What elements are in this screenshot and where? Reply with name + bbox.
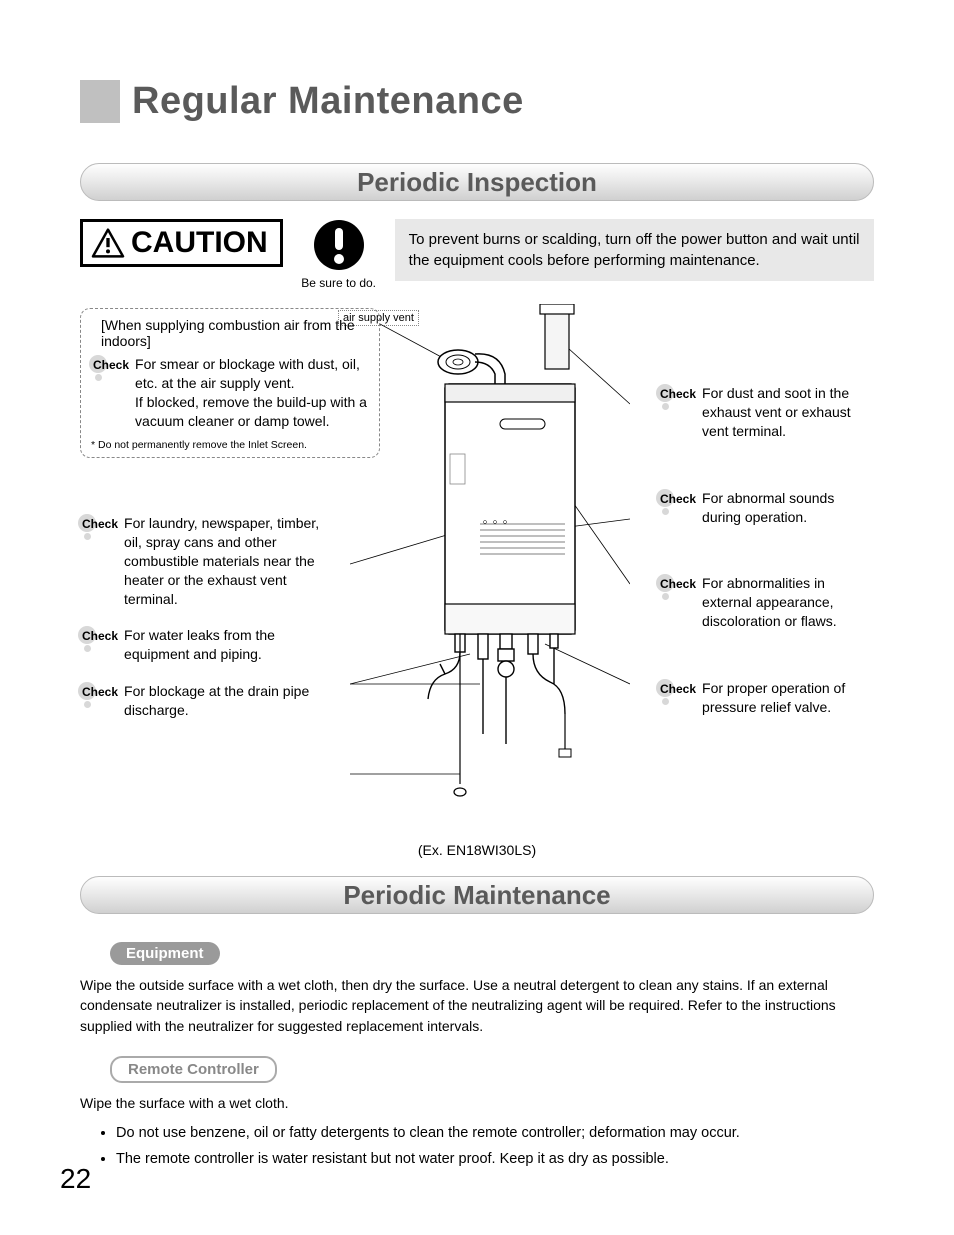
- bullet-item: The remote controller is water resistant…: [116, 1149, 874, 1171]
- caution-text: To prevent burns or scalding, turn off t…: [395, 219, 874, 281]
- air-supply-vent-icon: [438, 350, 505, 384]
- be-sure-label: Be sure to do.: [299, 276, 379, 290]
- check-text: For proper operation of pressure relief …: [702, 679, 874, 717]
- caution-row: CAUTION Be sure to do. To prevent burns …: [80, 219, 874, 290]
- right-checks-column: Check For dust and soot in the exhaust v…: [658, 384, 874, 765]
- page-title: Regular Maintenance: [120, 80, 524, 123]
- model-caption: (Ex. EN18WI30LS): [80, 842, 874, 858]
- check-badge: Check: [658, 491, 698, 507]
- check-item-water-leaks: Check For water leaks from the equipment…: [80, 626, 326, 664]
- check-badge: Check: [80, 628, 120, 644]
- check-text: For blockage at the drain pipe discharge…: [124, 682, 326, 720]
- check-badge: Check: [80, 684, 120, 700]
- water-heater-illustration: [350, 304, 630, 844]
- section-header-label: Periodic Maintenance: [343, 880, 610, 911]
- check-text: For dust and soot in the exhaust vent or…: [702, 384, 874, 441]
- indoor-intro: [When supplying combustion air from the …: [101, 317, 369, 349]
- equipment-pill: Equipment: [110, 942, 220, 965]
- check-item-dust-soot: Check For dust and soot in the exhaust v…: [658, 384, 874, 441]
- remote-bullets: Do not use benzene, oil or fatty deterge…: [116, 1123, 874, 1171]
- page: Regular Maintenance Periodic Inspection …: [0, 0, 954, 1235]
- section-header-inspection: Periodic Inspection: [80, 163, 874, 201]
- remote-text: Wipe the surface with a wet cloth.: [80, 1093, 874, 1113]
- check-item-appearance: Check For abnormalities in external appe…: [658, 574, 874, 631]
- section-header-label: Periodic Inspection: [357, 167, 597, 198]
- check-badge: Check: [658, 681, 698, 697]
- check-text: For abnormal sounds during operation.: [702, 489, 874, 527]
- check-badge: Check: [80, 516, 120, 532]
- exclamation-circle-icon: [313, 219, 365, 271]
- left-checks-column: Check For laundry, newspaper, timber, oi…: [80, 514, 326, 738]
- equipment-text: Wipe the outside surface with a wet clot…: [80, 975, 874, 1036]
- check-item-combustibles: Check For laundry, newspaper, timber, oi…: [80, 514, 326, 608]
- check-badge: Check: [658, 576, 698, 592]
- check-badge: Check: [658, 386, 698, 402]
- check-text: For laundry, newspaper, timber, oil, spr…: [124, 514, 326, 608]
- check-item-abnormal-sounds: Check For abnormal sounds during operati…: [658, 489, 874, 527]
- section-header-maintenance: Periodic Maintenance: [80, 876, 874, 914]
- title-accent-block: [80, 80, 120, 123]
- be-sure-column: Be sure to do.: [299, 219, 379, 290]
- page-number: 22: [60, 1163, 91, 1195]
- remote-controller-pill: Remote Controller: [110, 1056, 277, 1083]
- indoor-air-box: [When supplying combustion air from the …: [80, 308, 380, 458]
- check-text: For abnormalities in external appearance…: [702, 574, 874, 631]
- check-item-relief-valve: Check For proper operation of pressure r…: [658, 679, 874, 717]
- inspection-diagram: air supply vent [When supplying combusti…: [80, 304, 874, 864]
- caution-badge: CAUTION: [80, 219, 283, 267]
- check-text: For water leaks from the equipment and p…: [124, 626, 326, 664]
- warning-triangle-icon: [91, 228, 125, 258]
- title-row: Regular Maintenance: [80, 80, 874, 123]
- check-item-drain-blockage: Check For blockage at the drain pipe dis…: [80, 682, 326, 720]
- check-item-air-supply: Check For smear or blockage with dust, o…: [91, 355, 369, 431]
- check-text: For smear or blockage with dust, oil, et…: [135, 355, 369, 431]
- bullet-item: Do not use benzene, oil or fatty deterge…: [116, 1123, 874, 1145]
- caution-label: CAUTION: [131, 226, 268, 260]
- inlet-screen-footnote: * Do not permanently remove the Inlet Sc…: [91, 439, 369, 451]
- check-badge: Check: [91, 357, 131, 373]
